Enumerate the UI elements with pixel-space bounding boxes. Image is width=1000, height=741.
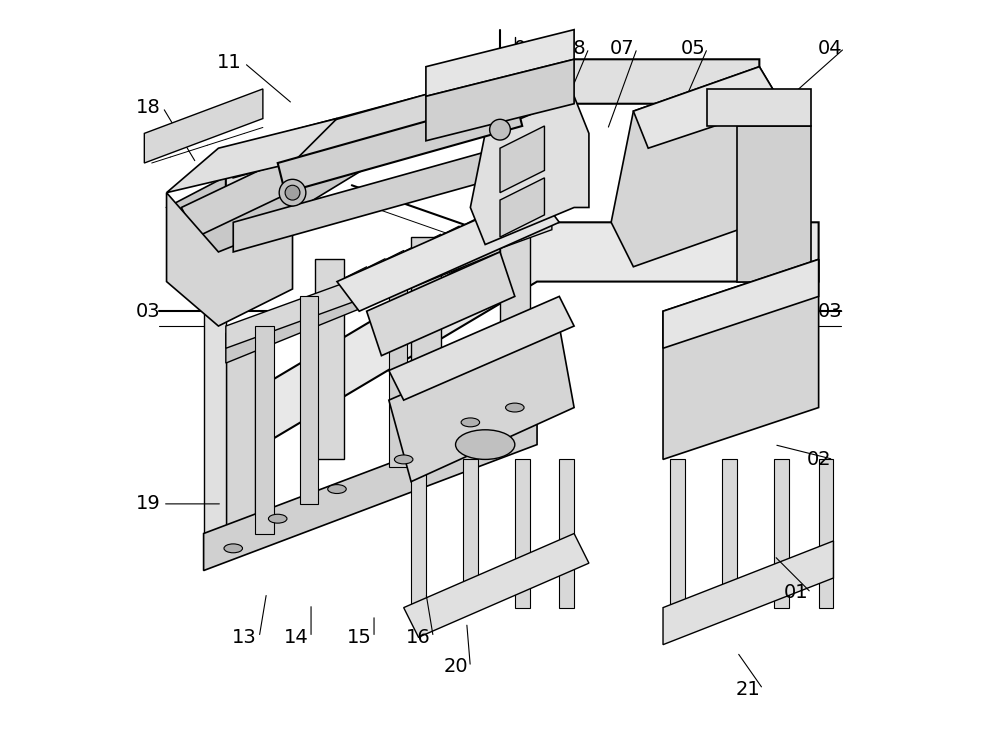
Ellipse shape [224,544,243,553]
Polygon shape [663,259,819,348]
Polygon shape [500,126,544,193]
Polygon shape [411,237,441,459]
Text: 19: 19 [136,494,160,514]
Text: 20: 20 [443,657,468,677]
Polygon shape [500,178,544,237]
Polygon shape [226,207,552,348]
Circle shape [279,179,306,206]
Text: 08: 08 [562,39,586,58]
Text: 09: 09 [514,39,538,58]
Text: 14: 14 [284,628,309,647]
Polygon shape [389,296,574,400]
Text: 16: 16 [406,628,431,647]
Text: 02: 02 [806,450,831,469]
Polygon shape [819,459,833,608]
Polygon shape [181,133,352,237]
Circle shape [285,185,300,200]
Text: 11: 11 [217,53,242,73]
Text: 03: 03 [817,302,842,321]
Polygon shape [389,326,574,482]
Polygon shape [300,296,318,504]
Polygon shape [663,259,819,459]
Polygon shape [611,67,782,267]
Circle shape [490,119,510,140]
Polygon shape [737,126,811,282]
Polygon shape [204,267,226,534]
Polygon shape [233,133,552,252]
Text: 07: 07 [610,39,635,58]
Polygon shape [426,30,574,96]
Polygon shape [226,222,500,363]
Polygon shape [337,193,559,311]
Text: 03: 03 [136,302,160,321]
Polygon shape [633,67,782,148]
Polygon shape [663,541,833,645]
Polygon shape [559,459,574,608]
Polygon shape [707,89,811,126]
Polygon shape [367,252,515,356]
Polygon shape [167,119,374,267]
Polygon shape [278,96,522,193]
Polygon shape [774,459,789,608]
Polygon shape [226,59,759,193]
Text: 05: 05 [680,39,705,58]
Ellipse shape [461,418,480,427]
Polygon shape [470,96,589,245]
Polygon shape [167,119,337,193]
Polygon shape [233,59,552,178]
Text: 01: 01 [784,583,809,602]
Polygon shape [144,89,263,163]
Ellipse shape [268,514,287,523]
Text: 18: 18 [136,98,160,117]
Polygon shape [426,59,574,141]
Ellipse shape [394,455,413,464]
Text: 15: 15 [347,628,372,647]
Polygon shape [389,259,407,467]
Polygon shape [411,459,426,608]
Text: 21: 21 [736,679,761,699]
Polygon shape [500,222,530,445]
Polygon shape [404,534,589,637]
Text: 13: 13 [232,628,257,647]
Polygon shape [670,459,685,608]
Polygon shape [722,459,737,608]
Ellipse shape [506,403,524,412]
Polygon shape [255,326,274,534]
Ellipse shape [456,430,515,459]
Text: 04: 04 [817,39,842,58]
Polygon shape [515,459,530,608]
Polygon shape [463,459,478,608]
Polygon shape [226,222,819,467]
Polygon shape [204,408,537,571]
Polygon shape [226,333,255,534]
Ellipse shape [328,485,346,494]
Polygon shape [167,193,293,326]
Polygon shape [315,259,344,459]
